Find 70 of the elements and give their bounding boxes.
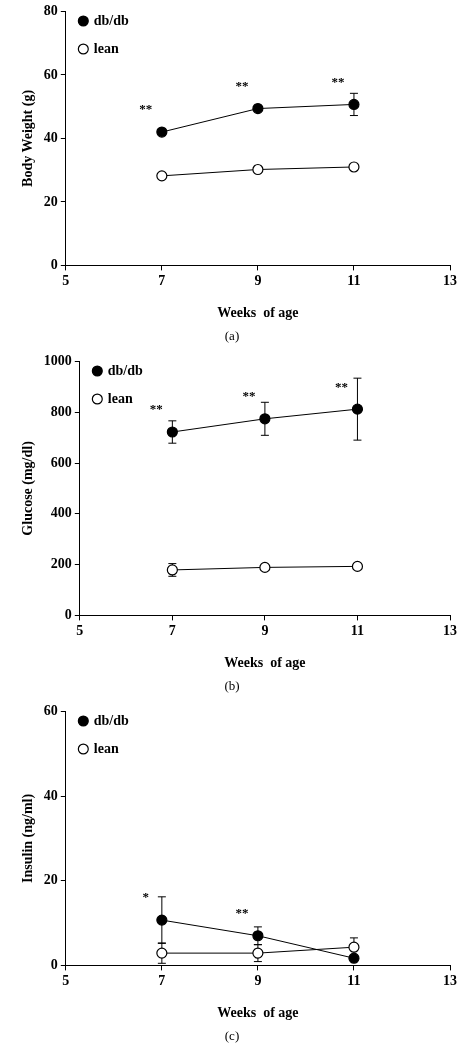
- point: [348, 941, 360, 953]
- y-axis-title: Glucose (mg/dl): [20, 440, 37, 536]
- point: [259, 413, 271, 425]
- x-tick-label: 13: [443, 973, 457, 989]
- point: [156, 170, 168, 182]
- x-tick-label: 11: [350, 623, 365, 639]
- x-tick-label: 7: [158, 273, 166, 289]
- point: [351, 560, 364, 572]
- y-tick-label: 0: [50, 257, 58, 273]
- legend-label: lean: [93, 40, 119, 56]
- y-axis-title: Insulin (ng/ml): [20, 793, 37, 883]
- y-axis-title: Body Weight (g): [20, 89, 37, 187]
- x-axis-title: Weeks of age: [224, 655, 306, 671]
- y-tick-label: 40: [43, 787, 58, 803]
- point: [156, 947, 168, 959]
- x-axis-title: Weeks of age: [217, 305, 299, 321]
- point: [252, 163, 264, 176]
- point: [259, 561, 271, 573]
- x-tick-label: 11: [347, 973, 361, 989]
- x-tick-label: 9: [254, 973, 262, 989]
- x-tick-label: 13: [443, 623, 457, 639]
- y-tick-label: 0: [64, 607, 72, 623]
- x-tick-label: 7: [158, 973, 166, 989]
- x-tick-label: 9: [254, 273, 262, 289]
- annotation: **: [139, 101, 153, 117]
- y-tick-label: 400: [50, 505, 72, 521]
- point: [348, 161, 360, 173]
- y-tick-label: 80: [43, 3, 58, 19]
- x-tick-label: 13: [443, 273, 457, 289]
- y-tick-label: 800: [50, 403, 72, 419]
- annotation: **: [235, 77, 249, 93]
- annotation: **: [242, 388, 256, 404]
- x-tick-label: 5: [76, 623, 84, 639]
- point: [156, 914, 168, 926]
- x-tick-label: 11: [347, 273, 361, 289]
- annotation: **: [334, 378, 348, 394]
- x-tick-label: 5: [62, 973, 70, 989]
- point: [351, 403, 364, 415]
- legend-label: db/db: [107, 362, 144, 378]
- point: [156, 126, 168, 138]
- legend-label: db/db: [93, 712, 130, 728]
- point: [348, 98, 360, 111]
- y-tick-label: 20: [43, 193, 58, 209]
- x-tick-label: 7: [168, 623, 176, 639]
- x-axis-title: Weeks of age: [217, 1005, 299, 1021]
- text: (a): [223, 327, 241, 345]
- x-tick-label: 5: [62, 273, 70, 289]
- text: (c): [223, 1027, 241, 1045]
- legend-label: db/db: [93, 12, 130, 28]
- y-tick-label: 200: [50, 556, 72, 572]
- point: [166, 426, 178, 438]
- y-tick-label: 0: [50, 957, 58, 973]
- x-tick-label: 9: [261, 623, 269, 639]
- y-tick-label: 600: [50, 454, 72, 470]
- legend-label: lean: [93, 740, 119, 756]
- point: [252, 930, 264, 942]
- legend-label: lean: [107, 390, 133, 406]
- y-tick-label: 20: [43, 872, 58, 888]
- y-tick-label: 60: [43, 66, 58, 82]
- y-tick-label: 1000: [43, 353, 72, 369]
- annotation: **: [235, 905, 249, 921]
- annotation: *: [142, 889, 150, 905]
- y-tick-label: 40: [43, 130, 58, 146]
- y-tick-label: 60: [43, 703, 58, 719]
- annotation: **: [149, 401, 163, 417]
- point: [348, 952, 360, 964]
- text: (b): [223, 677, 241, 695]
- point: [252, 102, 264, 115]
- annotation: **: [331, 73, 345, 89]
- point: [252, 947, 264, 959]
